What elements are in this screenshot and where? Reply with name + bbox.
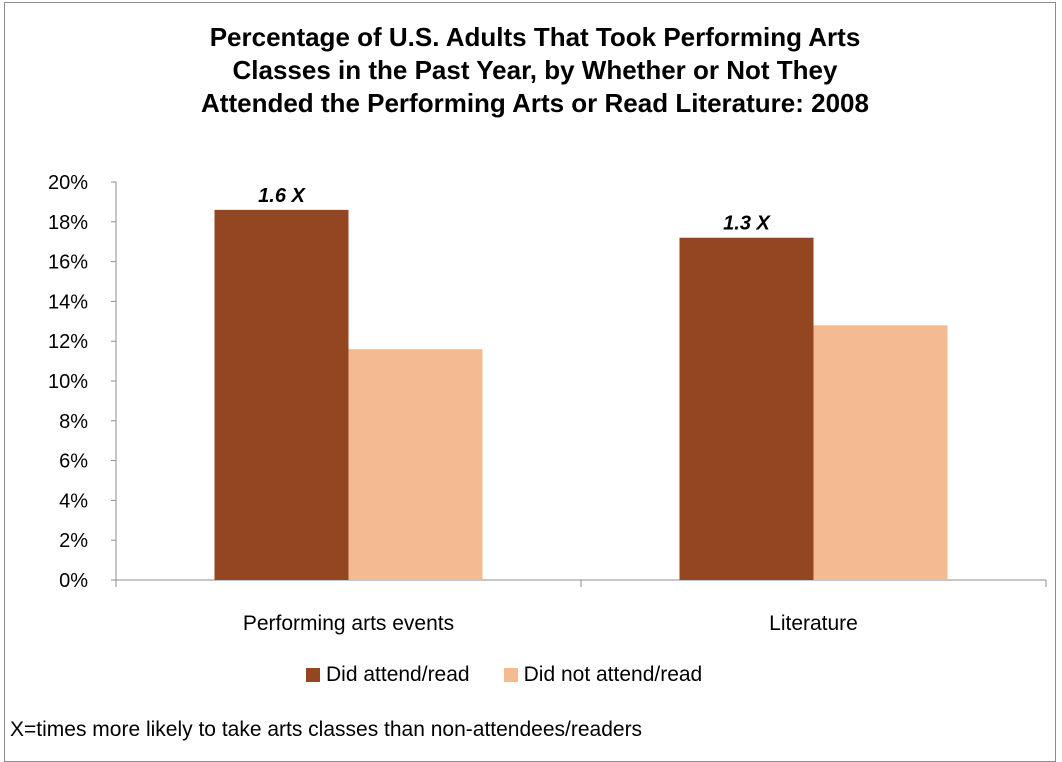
x-category-label: Literature [769, 612, 858, 635]
footnote: X=times more likely to take arts classes… [10, 718, 643, 741]
y-tick-label: 6% [59, 451, 88, 473]
legend-swatch-did-not [503, 668, 518, 682]
chart-title-line-2: Classes in the Past Year, by Whether or … [232, 55, 838, 85]
bar-annotation: 1.6 X [258, 185, 306, 207]
legend-label-did: Did attend/read [326, 663, 470, 686]
bar [813, 325, 948, 580]
x-category-label: Performing arts events [243, 612, 454, 635]
y-tick-label: 12% [48, 331, 88, 353]
legend-item-did-not: Did not attend/read [503, 663, 703, 687]
chart-title: Percentage of U.S. Adults That Took Perf… [65, 21, 1005, 120]
bar [214, 209, 349, 581]
y-tick-label: 10% [48, 371, 88, 393]
legend: Did attend/read Did not attend/read [306, 663, 736, 687]
bar [348, 349, 483, 580]
legend-swatch-did [306, 668, 320, 682]
y-tick-label: 18% [48, 212, 88, 234]
y-tick-label: 20% [48, 172, 88, 194]
y-tick-label: 8% [59, 411, 88, 433]
chart-title-line-1: Percentage of U.S. Adults That Took Perf… [209, 22, 861, 52]
y-tick-label: 4% [59, 490, 88, 512]
y-tick-label: 2% [59, 530, 88, 552]
bar [679, 237, 814, 580]
legend-label-did-not: Did not attend/read [523, 663, 703, 686]
legend-item-did: Did attend/read [306, 663, 470, 687]
y-tick-label: 14% [48, 291, 88, 313]
y-tick-label: 0% [59, 570, 88, 592]
bar-chart: 0% 2% 4% 6% 8% 10% 12% 14% 16% 18% 20% Performing a… [48, 172, 1047, 635]
y-tick-label: 16% [48, 252, 88, 274]
bar-annotation: 1.3 X [723, 213, 771, 235]
chart-title-line-3: Attended the Performing Arts or Read Lit… [201, 88, 869, 118]
